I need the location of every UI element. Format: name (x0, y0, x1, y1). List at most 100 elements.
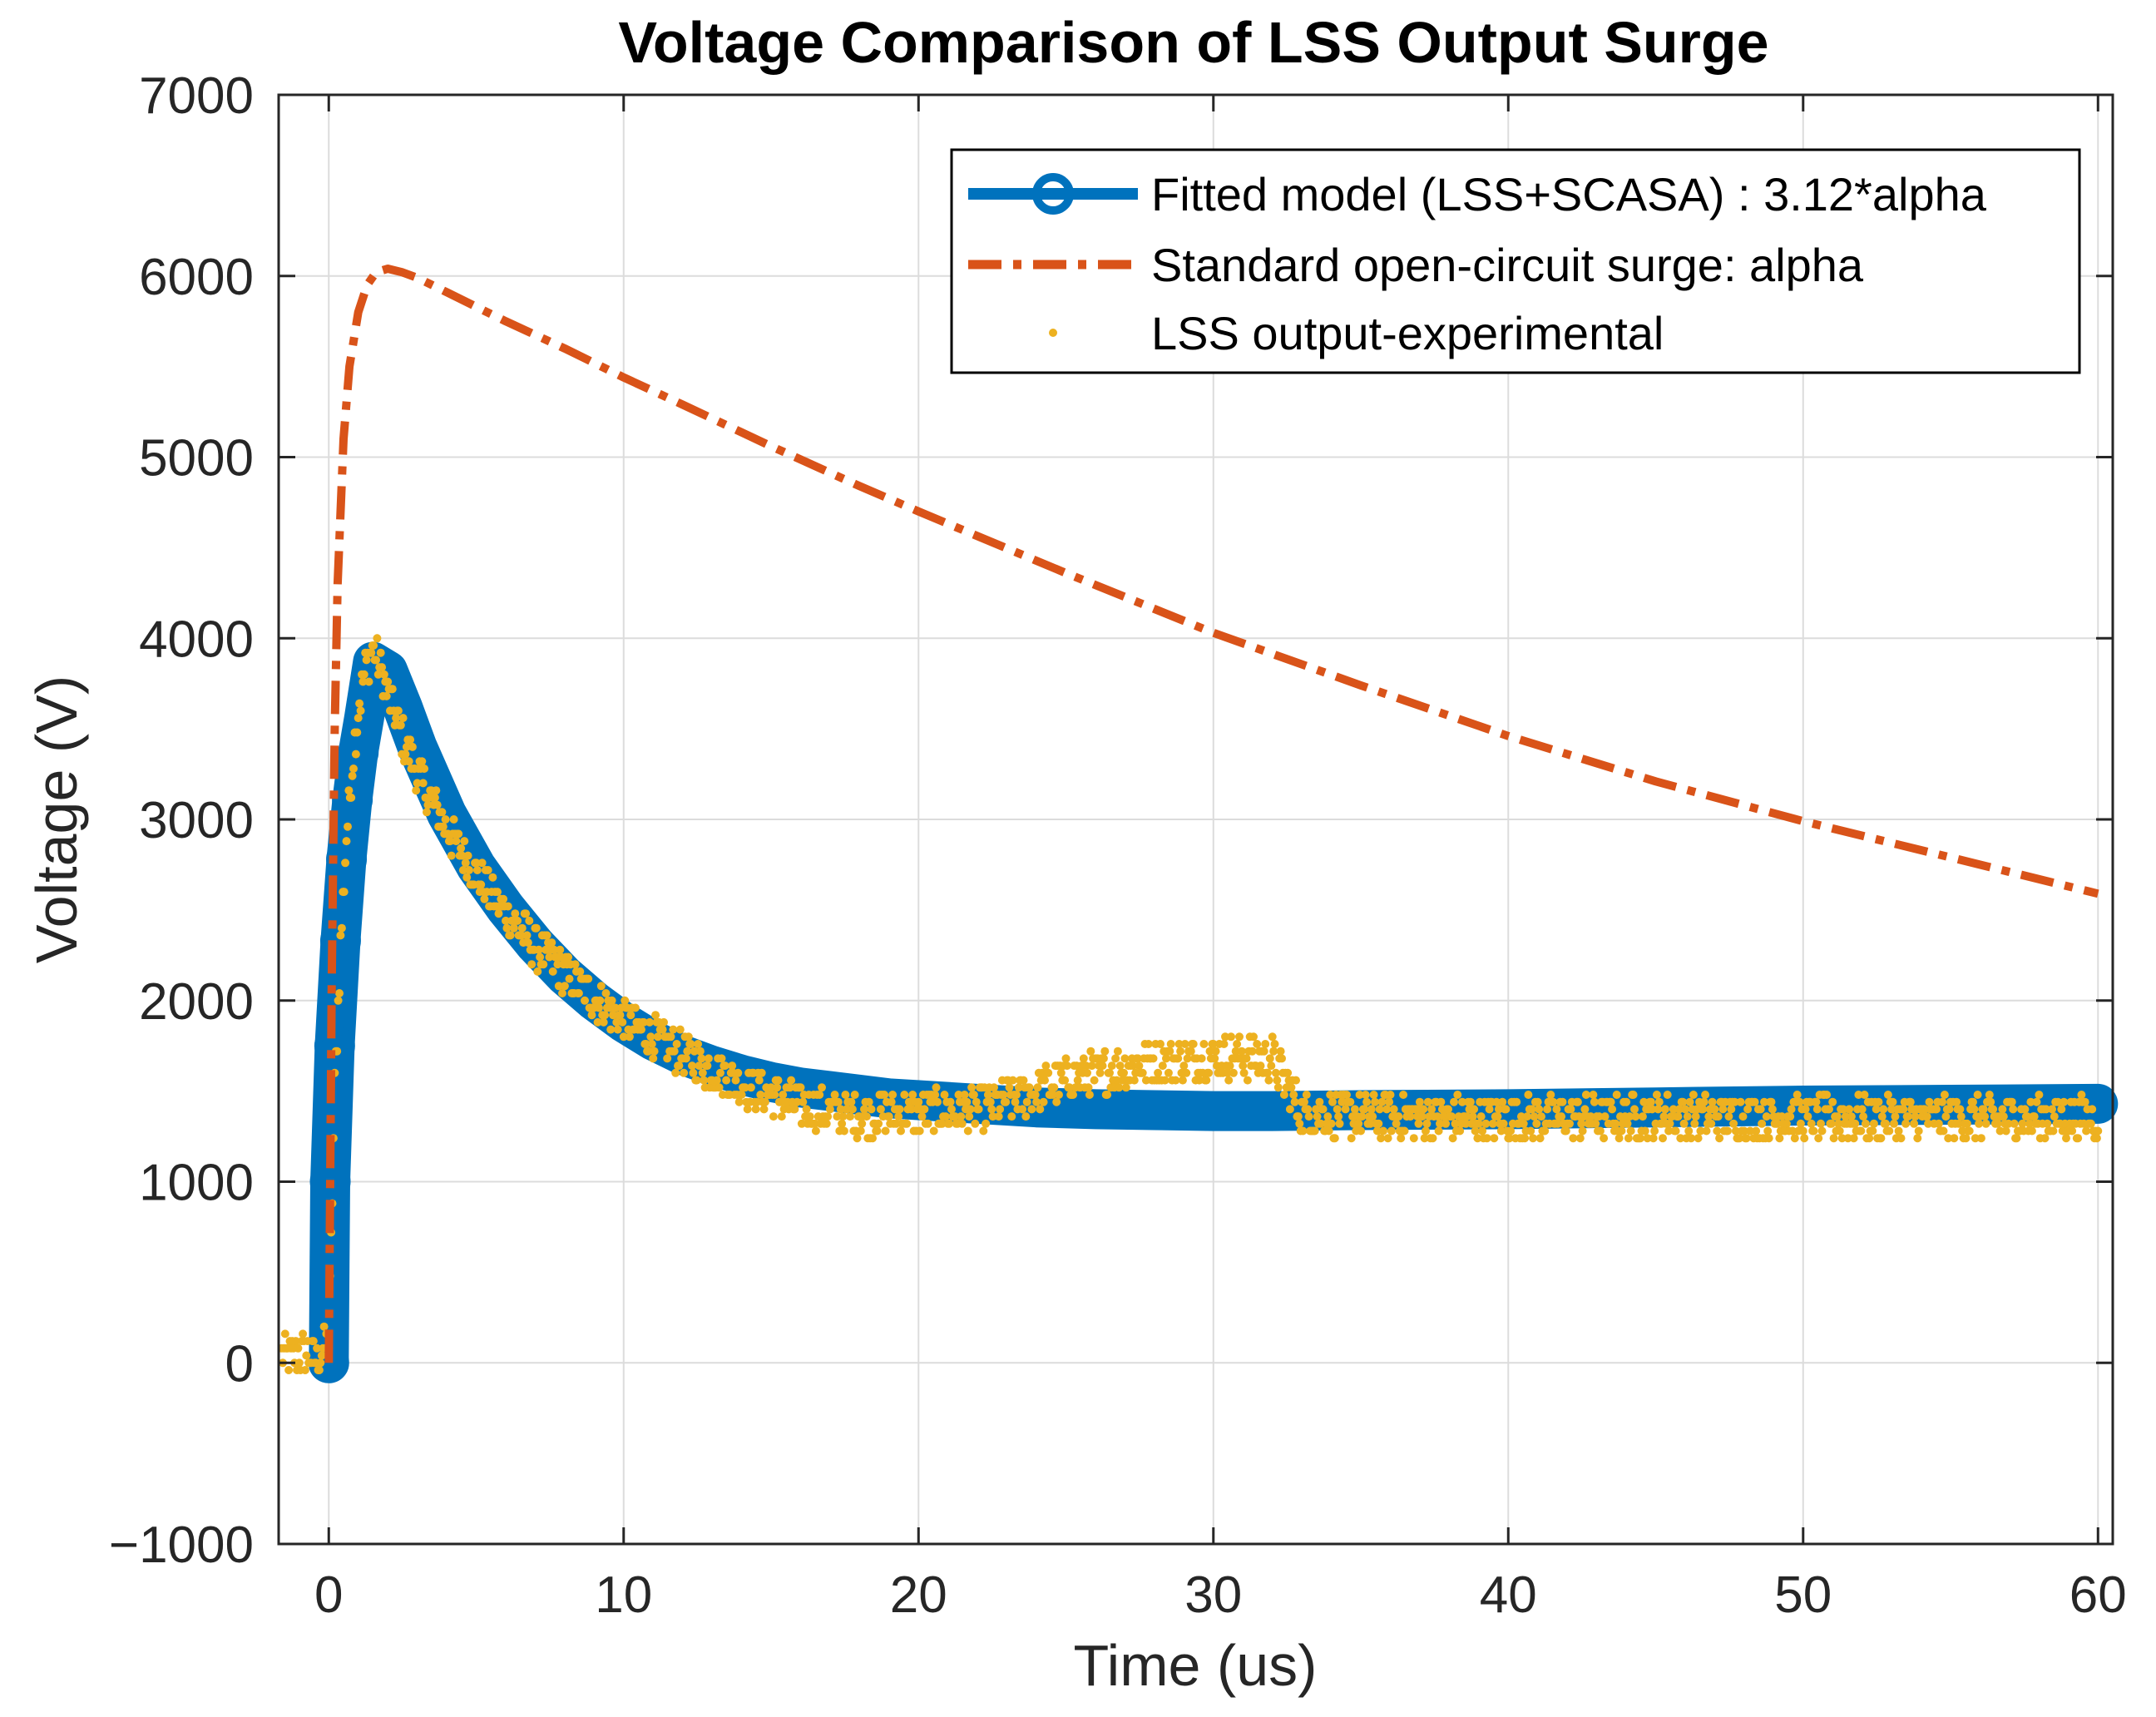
x-tick-label: 60 (2069, 1566, 2127, 1624)
experimental-dot (689, 1068, 698, 1077)
experimental-dot (1896, 1134, 1906, 1143)
experimental-dot (1044, 1068, 1053, 1077)
experimental-dot (359, 670, 368, 679)
experimental-dot (454, 829, 463, 839)
experimental-dot (1249, 1032, 1258, 1042)
experimental-dot (1727, 1105, 1736, 1114)
experimental-dot (1775, 1134, 1784, 1143)
experimental-dot (1273, 1083, 1283, 1092)
experimental-dot (1671, 1126, 1680, 1136)
experimental-dot (1956, 1112, 1966, 1121)
experimental-dot (1825, 1105, 1833, 1114)
experimental-dot (847, 1097, 856, 1106)
experimental-dot (344, 786, 354, 795)
experimental-dot (1162, 1054, 1170, 1063)
experimental-dot (1738, 1112, 1748, 1121)
experimental-dot (799, 1097, 808, 1106)
experimental-dot (383, 677, 393, 686)
experimental-dot (833, 1112, 842, 1121)
experimental-dot (408, 742, 417, 751)
experimental-dot (825, 1105, 834, 1114)
experimental-dot (280, 1329, 289, 1338)
experimental-dot (2088, 1105, 2097, 1114)
experimental-dot (853, 1134, 862, 1143)
experimental-dot (1427, 1105, 1437, 1114)
experimental-dot (494, 909, 503, 918)
experimental-dot (960, 1091, 969, 1099)
experimental-dot (999, 1091, 1008, 1099)
experimental-dot (1986, 1097, 1995, 1106)
experimental-dot (378, 663, 387, 672)
experimental-dot (1369, 1091, 1378, 1099)
experimental-dot (1869, 1119, 1878, 1128)
experimental-dot (1710, 1105, 1719, 1114)
experimental-dot (1008, 1076, 1017, 1085)
experimental-dot (1444, 1105, 1452, 1114)
experimental-dot (1478, 1126, 1487, 1136)
experimental-dot (2010, 1119, 2019, 1128)
experimental-dot (1343, 1091, 1351, 1099)
experimental-dot (1841, 1112, 1850, 1121)
experimental-dot (887, 1097, 896, 1106)
experimental-dot (1999, 1112, 2008, 1121)
experimental-dot (1877, 1134, 1886, 1143)
experimental-dot (1660, 1105, 1669, 1114)
experimental-dot (1025, 1083, 1034, 1092)
experimental-dot (1417, 1112, 1427, 1121)
experimental-dot (1701, 1091, 1710, 1099)
experimental-dot (1649, 1134, 1658, 1143)
experimental-dot (1879, 1105, 1888, 1114)
experimental-dot (1007, 1112, 1016, 1121)
experimental-dot (1650, 1126, 1659, 1136)
experimental-dot (994, 1112, 1003, 1121)
experimental-dot (1366, 1119, 1375, 1128)
experimental-dot (914, 1097, 923, 1106)
experimental-dot (644, 1047, 653, 1056)
experimental-dot (1885, 1126, 1894, 1136)
experimental-dot (1386, 1091, 1395, 1099)
experimental-dot (785, 1083, 794, 1092)
experimental-dot (669, 1025, 678, 1034)
experimental-dot (503, 902, 512, 911)
experimental-dot (933, 1097, 942, 1106)
experimental-dot (1239, 1068, 1249, 1077)
experimental-dot (373, 670, 383, 679)
experimental-dot (607, 996, 616, 1005)
experimental-dot (1379, 1126, 1387, 1136)
experimental-dot (1540, 1126, 1550, 1136)
experimental-dot (341, 858, 350, 868)
experimental-dot (423, 800, 433, 809)
experimental-dot (1512, 1097, 1521, 1106)
experimental-dot (1335, 1119, 1344, 1128)
experimental-dot (1005, 1083, 1014, 1092)
experimental-dot (1197, 1054, 1206, 1063)
experimental-dot (770, 1091, 779, 1099)
experimental-dot (564, 953, 573, 962)
experimental-dot (1828, 1097, 1837, 1106)
experimental-dot (966, 1105, 975, 1114)
experimental-dot (1461, 1119, 1471, 1128)
experimental-dot (895, 1105, 904, 1114)
experimental-dot (1100, 1047, 1110, 1056)
experimental-dot (946, 1097, 955, 1106)
x-tick-label: 10 (595, 1566, 652, 1624)
experimental-dot (1362, 1097, 1372, 1106)
experimental-dot (1470, 1105, 1479, 1114)
experimental-dot (681, 1054, 690, 1063)
experimental-dot (1338, 1097, 1347, 1106)
experimental-dot (1174, 1054, 1183, 1063)
experimental-dot (1263, 1068, 1272, 1077)
experimental-dot (1473, 1134, 1482, 1143)
experimental-dot (751, 1105, 760, 1114)
experimental-dot (313, 1343, 322, 1353)
experimental-dot (1861, 1119, 1870, 1128)
experimental-dot (1368, 1112, 1377, 1121)
experimental-dot (1210, 1054, 1219, 1063)
experimental-dot (373, 634, 382, 643)
experimental-dot (1623, 1119, 1632, 1128)
experimental-dot (1752, 1126, 1761, 1136)
experimental-dot (1793, 1091, 1802, 1099)
experimental-dot (1773, 1119, 1782, 1128)
experimental-dot (683, 1047, 692, 1056)
experimental-dot (1787, 1105, 1796, 1114)
